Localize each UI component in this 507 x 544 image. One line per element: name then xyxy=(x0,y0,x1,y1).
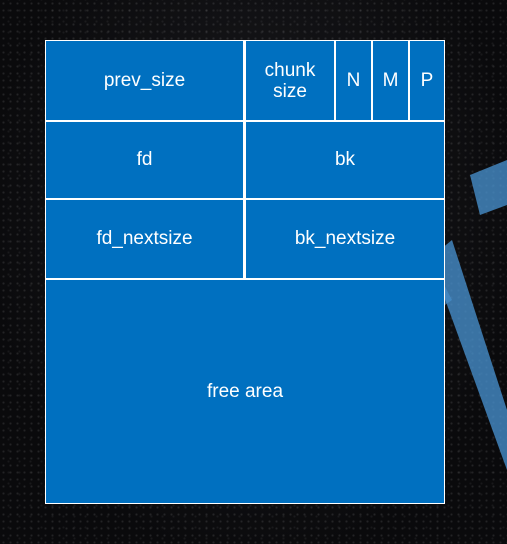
chunk-diagram: prev_size chunk size N M P fd bk fd_next… xyxy=(45,40,445,504)
flag-n-cell: N xyxy=(336,41,371,120)
bk-nextsize-cell: bk_nextsize xyxy=(246,200,444,278)
flag-n-label: N xyxy=(346,69,361,91)
chunk-size-label: chunk size xyxy=(265,60,316,102)
chunk-size-line2: size xyxy=(273,80,307,102)
fd-nextsize-cell: fd_nextsize xyxy=(46,200,243,278)
bk-label: bk xyxy=(334,149,356,170)
fd-nextsize-label: fd_nextsize xyxy=(96,228,193,249)
flag-p-label: P xyxy=(420,69,434,91)
prev-size-cell: prev_size xyxy=(46,41,243,120)
free-area-label: free area xyxy=(206,380,284,402)
flag-p-cell: P xyxy=(410,41,444,120)
prev-size-label: prev_size xyxy=(103,69,186,91)
bk-nextsize-label: bk_nextsize xyxy=(294,228,396,249)
fd-cell: fd xyxy=(46,122,243,198)
chunk-size-cell: chunk size xyxy=(246,41,334,120)
chunk-size-line1: chunk xyxy=(264,59,316,81)
fd-label: fd xyxy=(136,149,153,170)
flag-m-label: M xyxy=(382,69,399,91)
flag-m-cell: M xyxy=(373,41,408,120)
free-area-cell: free area xyxy=(46,280,444,503)
bk-cell: bk xyxy=(246,122,444,198)
